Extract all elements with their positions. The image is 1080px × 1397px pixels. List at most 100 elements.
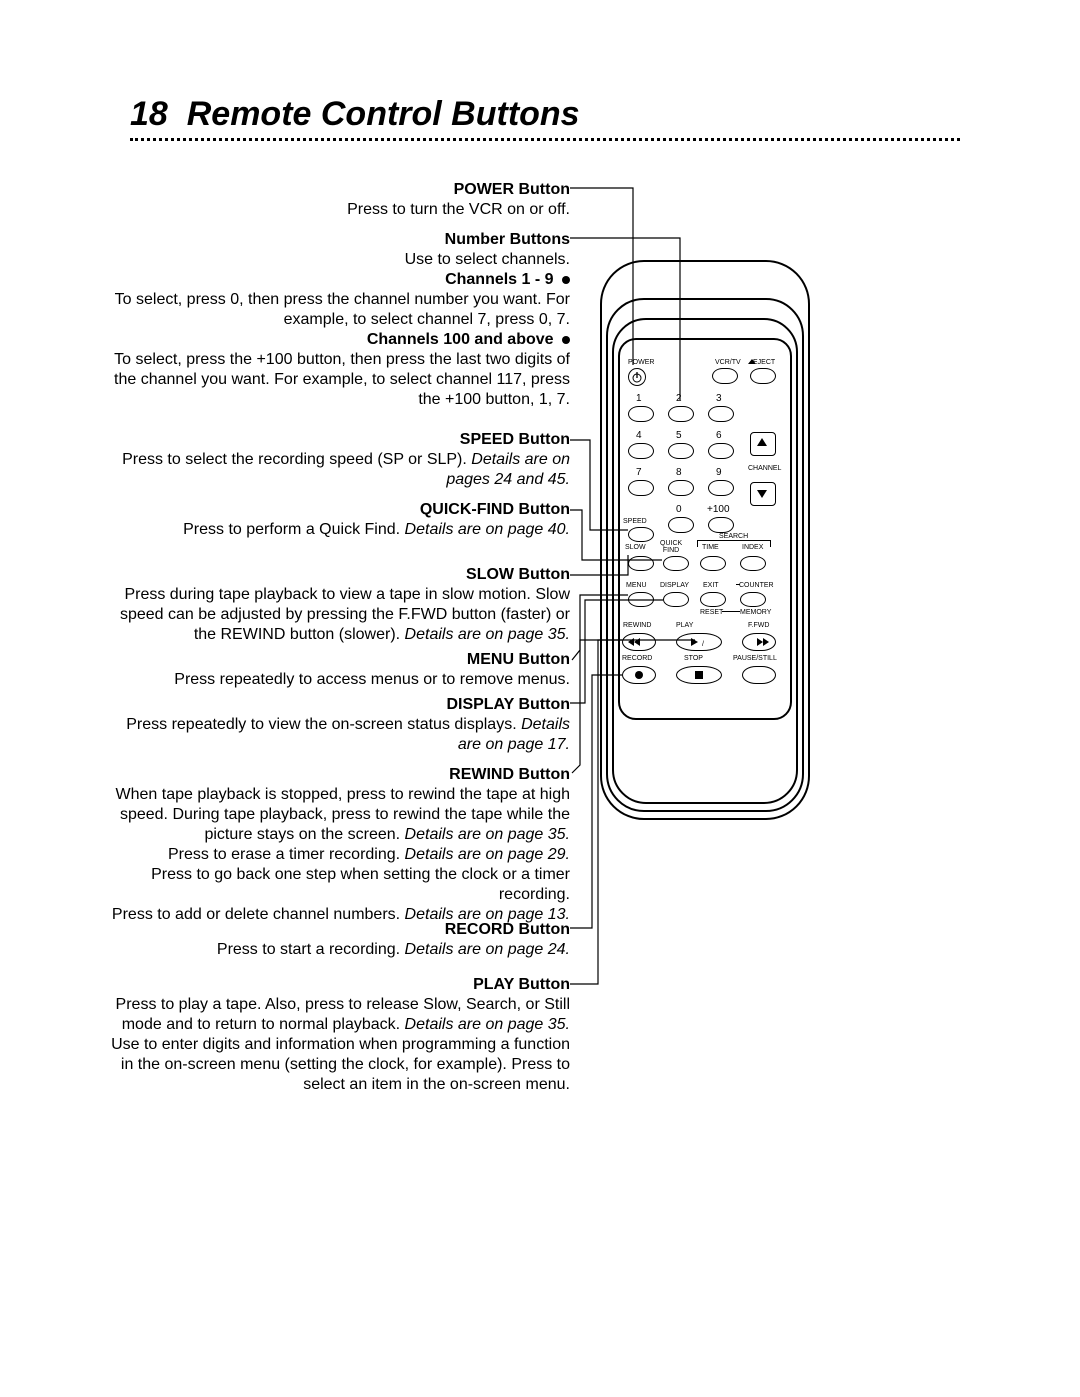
- svg-text:/: /: [702, 641, 704, 648]
- rewind-details2: Details are on page 29.: [405, 846, 570, 863]
- num-6-label: 6: [716, 430, 722, 441]
- play-heading: PLAY Button: [473, 976, 570, 993]
- num-7-label: 7: [636, 467, 642, 478]
- ch-1-9-body: To select, press 0, then press the chann…: [115, 291, 570, 328]
- eject-icon: [748, 359, 756, 364]
- play-button: /: [676, 633, 722, 651]
- num-5-label: 5: [676, 430, 682, 441]
- num-5-button: [668, 443, 694, 459]
- counter-tick: [736, 584, 740, 585]
- num-1-button: [628, 406, 654, 422]
- desc-speed: SPEED Button Press to select the recordi…: [110, 430, 570, 490]
- bullet-icon: [562, 276, 570, 284]
- counter-button: [740, 592, 766, 607]
- desc-menu: MENU Button Press repeatedly to access m…: [110, 650, 570, 690]
- label-display: DISPLAY: [660, 582, 689, 589]
- num-4-label: 4: [636, 430, 642, 441]
- ch-100-body: To select, press the +100 button, then p…: [114, 351, 570, 408]
- ch-1-9-heading: Channels 1 - 9: [445, 271, 553, 288]
- play-details1: Details are on page 35.: [405, 1016, 570, 1033]
- record-heading: RECORD Button: [445, 921, 570, 938]
- quick-find-button: [663, 556, 689, 571]
- label-stop: STOP: [684, 655, 703, 662]
- num-3-button: [708, 406, 734, 422]
- desc-display: DISPLAY Button Press repeatedly to view …: [110, 695, 570, 755]
- menu-body: Press repeatedly to access menus or to r…: [174, 671, 570, 688]
- rewind-body2: Press to erase a timer recording.: [168, 846, 400, 863]
- label-quick-find: QUICK FIND: [660, 540, 682, 554]
- power-heading: POWER Button: [454, 181, 570, 198]
- vcr-tv-button: [712, 368, 738, 384]
- num-7-button: [628, 480, 654, 496]
- desc-quick-find: QUICK-FIND Button Press to perform a Qui…: [110, 500, 570, 540]
- menu-button: [628, 592, 654, 607]
- ch-100-heading: Channels 100 and above: [367, 331, 554, 348]
- label-channel: CHANNEL: [748, 465, 781, 472]
- label-speed: SPEED: [623, 518, 647, 525]
- desc-number-buttons: Number Buttons Use to select channels. C…: [110, 230, 570, 410]
- reset-memory-tick: [722, 611, 740, 612]
- desc-rewind: REWIND Button When tape playback is stop…: [110, 765, 570, 925]
- label-power: POWER: [628, 359, 654, 366]
- num-8-label: 8: [676, 467, 682, 478]
- num-9-button: [708, 480, 734, 496]
- power-button-icon: [628, 368, 646, 386]
- qfind-body: Press to perform a Quick Find.: [183, 521, 400, 538]
- speed-button: [628, 527, 654, 542]
- search-time-button: [700, 556, 726, 571]
- num-9-label: 9: [716, 467, 722, 478]
- display-heading: DISPLAY Button: [446, 696, 570, 713]
- channel-up-icon: [757, 438, 767, 446]
- page-number: 18: [130, 95, 168, 133]
- speed-body: Press to select the recording speed (SP …: [122, 451, 467, 468]
- rewind-button: [622, 633, 656, 651]
- label-vcr-tv: VCR/TV: [715, 359, 741, 366]
- page: 18 Remote Control Buttons POWER Button P…: [0, 0, 1080, 1397]
- eject-button: [750, 368, 776, 384]
- desc-slow: SLOW Button Press during tape playback t…: [110, 565, 570, 645]
- record-body: Press to start a recording.: [217, 941, 400, 958]
- channel-down-icon: [757, 490, 767, 498]
- play-body2: Use to enter digits and information when…: [111, 1036, 570, 1093]
- title-dotted-rule: [130, 138, 960, 141]
- search-index-button: [740, 556, 766, 571]
- label-counter: COUNTER: [739, 582, 774, 589]
- label-exit: EXIT: [703, 582, 719, 589]
- rewind-heading: REWIND Button: [449, 766, 570, 783]
- desc-play: PLAY Button Press to play a tape. Also, …: [110, 975, 570, 1095]
- menu-heading: MENU Button: [467, 651, 570, 668]
- display-button: [663, 592, 689, 607]
- plus100-button: [708, 517, 734, 533]
- label-rewind: REWIND: [623, 622, 651, 629]
- numbers-intro: Use to select channels.: [405, 251, 570, 268]
- rewind-details1: Details are on page 35.: [405, 826, 570, 843]
- label-record: RECORD: [622, 655, 652, 662]
- exit-button: [700, 592, 726, 607]
- desc-power: POWER Button Press to turn the VCR on or…: [110, 180, 570, 220]
- label-memory: MEMORY: [740, 609, 771, 616]
- plus100-label: +100: [707, 504, 730, 515]
- numbers-heading: Number Buttons: [445, 231, 570, 248]
- slow-button: [628, 556, 654, 571]
- num-0-button: [668, 517, 694, 533]
- record-details: Details are on page 24.: [405, 941, 570, 958]
- label-search: SEARCH: [717, 533, 750, 540]
- bullet-icon: [562, 336, 570, 344]
- num-6-button: [708, 443, 734, 459]
- slow-details: Details are on page 35.: [405, 626, 570, 643]
- record-button: [622, 666, 656, 684]
- ffwd-button: [742, 633, 776, 651]
- display-body: Press repeatedly to view the on-screen s…: [126, 716, 516, 733]
- num-8-button: [668, 480, 694, 496]
- label-ffwd: F.FWD: [748, 622, 769, 629]
- label-menu: MENU: [626, 582, 647, 589]
- num-0-label: 0: [676, 504, 682, 515]
- pause-still-button: [742, 666, 776, 684]
- num-1-label: 1: [636, 393, 642, 404]
- slow-heading: SLOW Button: [466, 566, 570, 583]
- label-pause-still: PAUSE/STILL: [733, 655, 777, 662]
- num-2-label: 2: [676, 393, 682, 404]
- num-2-button: [668, 406, 694, 422]
- qfind-heading: QUICK-FIND Button: [420, 501, 570, 518]
- search-bracket: [697, 540, 771, 547]
